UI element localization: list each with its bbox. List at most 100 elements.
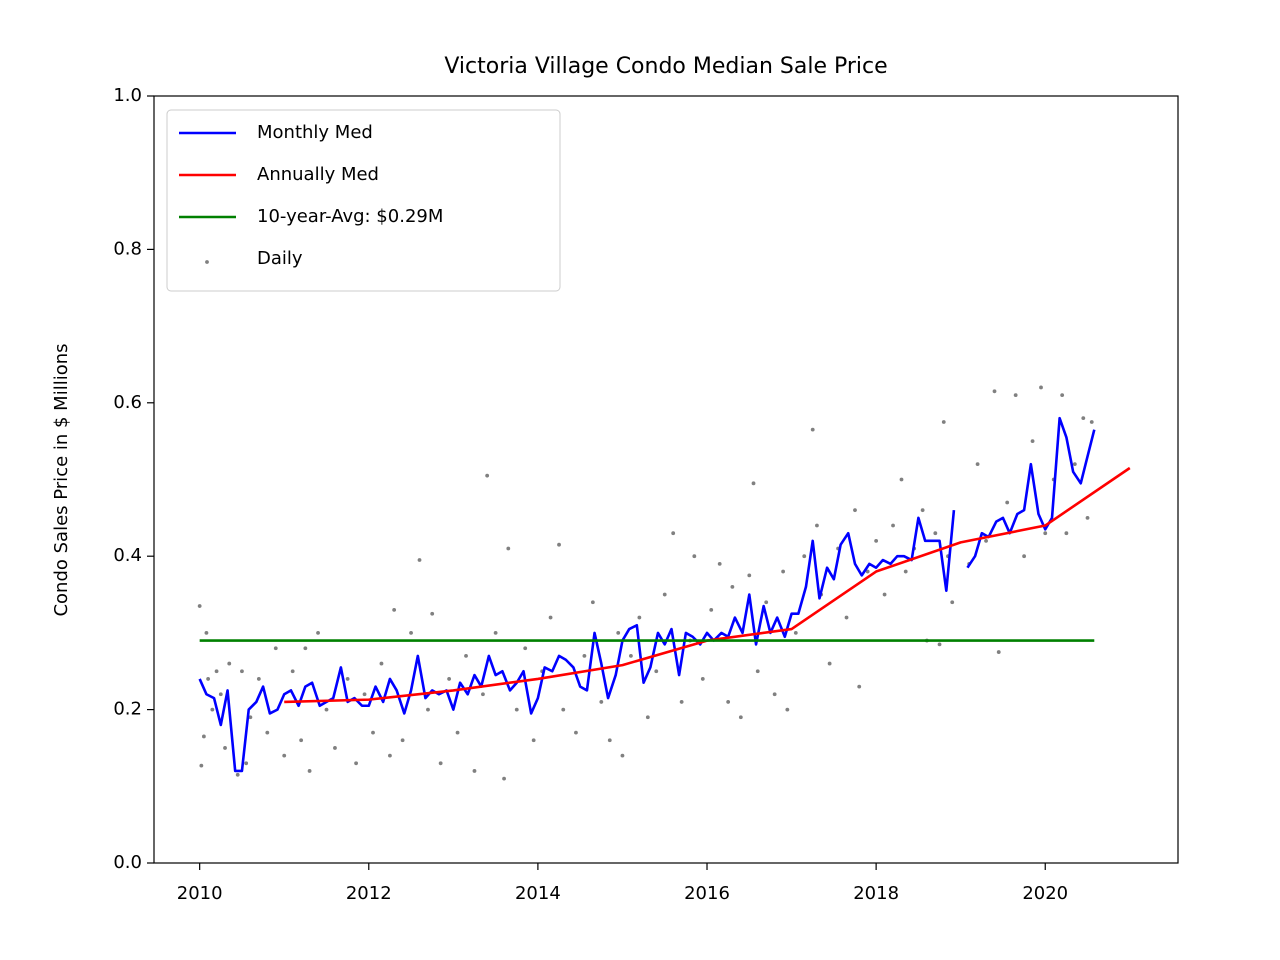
scatter-point xyxy=(950,600,955,605)
scatter-point xyxy=(265,730,270,735)
scatter-point xyxy=(392,607,397,612)
scatter-point xyxy=(388,753,392,758)
scatter-point xyxy=(874,538,879,543)
scatter-point xyxy=(472,769,477,773)
scatter-point xyxy=(531,738,536,743)
scatter-point xyxy=(548,615,553,620)
scatter-point xyxy=(620,753,625,758)
scatter-point xyxy=(810,427,815,432)
scatter-point xyxy=(607,738,612,743)
scatter-point xyxy=(772,692,777,697)
y-axis-label: Condo Sales Price in $ Millions xyxy=(51,343,72,616)
scatter-point xyxy=(290,669,295,674)
scatter-point xyxy=(726,700,731,704)
scatter-point xyxy=(333,746,337,750)
scatter-point xyxy=(1060,393,1065,398)
scatter-point xyxy=(815,523,819,528)
scatter-point xyxy=(1072,462,1077,467)
legend-label: Monthly Med xyxy=(257,122,373,143)
x-tick-label: 2020 xyxy=(1022,883,1068,904)
scatter-point xyxy=(671,531,676,536)
scatter-point xyxy=(662,592,667,597)
scatter-point xyxy=(227,661,232,666)
scatter-point xyxy=(1022,554,1027,559)
scatter-point xyxy=(506,546,511,551)
legend-label: Annually Med xyxy=(257,164,379,185)
scatter-point xyxy=(206,677,211,681)
scatter-point xyxy=(409,631,413,635)
scatter-point xyxy=(751,481,756,486)
scatter-point xyxy=(582,654,587,658)
scatter-point xyxy=(700,677,705,681)
y-tick-label: 0.4 xyxy=(113,545,142,566)
scatter-point xyxy=(937,642,942,647)
scatter-point xyxy=(438,761,443,766)
scatter-point xyxy=(223,746,227,750)
scatter-point xyxy=(244,761,249,766)
scatter-point xyxy=(307,769,312,773)
scatter-point xyxy=(764,600,769,605)
scatter-point xyxy=(1064,531,1069,536)
scatter-point xyxy=(197,604,202,608)
scatter-point xyxy=(654,669,659,674)
scatter-point xyxy=(371,730,375,735)
x-tick-label: 2016 xyxy=(684,883,730,904)
scatter-point xyxy=(802,554,807,559)
scatter-point xyxy=(464,654,468,658)
scatter-point xyxy=(235,772,240,777)
scatter-point xyxy=(933,531,938,536)
scatter-point xyxy=(920,508,925,513)
x-tick-label: 2014 xyxy=(515,883,561,904)
scatter-point xyxy=(992,389,997,394)
scatter-point xyxy=(282,753,287,758)
scatter-point xyxy=(755,669,760,674)
scatter-point xyxy=(692,554,697,559)
scatter-point xyxy=(984,538,988,543)
scatter-point xyxy=(273,646,278,651)
scatter-point xyxy=(256,677,261,681)
scatter-point xyxy=(599,700,604,704)
legend-label: Daily xyxy=(257,248,303,269)
scatter-point xyxy=(616,631,621,635)
scatter-point xyxy=(785,707,790,712)
scatter-point xyxy=(400,738,405,743)
scatter-point xyxy=(204,631,209,635)
scatter-point xyxy=(561,707,566,712)
scatter-point xyxy=(316,631,320,635)
scatter-point xyxy=(590,600,595,605)
scatter-point xyxy=(738,715,743,720)
scatter-point xyxy=(426,707,430,712)
scatter-point xyxy=(882,592,887,597)
scatter-point xyxy=(502,776,506,781)
y-tick-label: 1.0 xyxy=(113,85,142,106)
scatter-point xyxy=(747,573,752,578)
scatter-point xyxy=(857,684,862,689)
x-tick-label: 2018 xyxy=(853,883,899,904)
scatter-point xyxy=(201,734,206,739)
axes-frame xyxy=(153,95,1179,864)
scatter-point xyxy=(996,650,1001,654)
scatter-point xyxy=(455,730,460,735)
scatter-point xyxy=(1085,515,1090,520)
scatter-point xyxy=(865,569,870,574)
scatter-point xyxy=(557,542,561,547)
scatter-point xyxy=(481,692,485,697)
scatter-point xyxy=(240,669,244,674)
scatter-point xyxy=(975,462,980,467)
scatter-point xyxy=(1039,385,1043,390)
scatter-point xyxy=(709,607,714,612)
scatter-point xyxy=(362,692,367,697)
scatter-point xyxy=(891,523,895,528)
scatter-point xyxy=(781,569,786,574)
scatter-point xyxy=(903,569,908,574)
scatter-point xyxy=(1013,393,1018,398)
x-tick-label: 2012 xyxy=(346,883,392,904)
scatter-point xyxy=(214,669,219,674)
scatter-point xyxy=(1030,439,1035,444)
scatter-point xyxy=(717,561,722,566)
scatter-point xyxy=(899,477,904,482)
scatter-point xyxy=(514,707,519,712)
scatter-point xyxy=(730,584,735,589)
scatter-point xyxy=(574,730,578,735)
